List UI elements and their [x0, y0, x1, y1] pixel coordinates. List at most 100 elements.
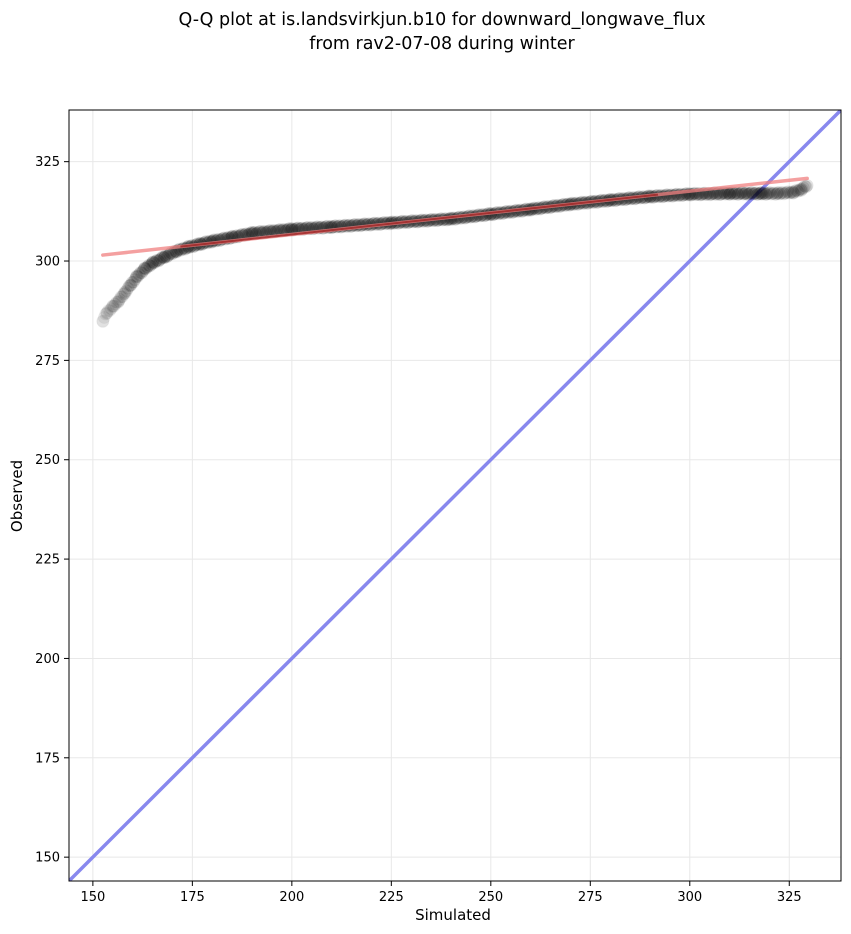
- data-point-500: [755, 186, 768, 199]
- data-point-531: [794, 182, 808, 196]
- data-point-41: [142, 258, 156, 272]
- data-point-20: [118, 285, 132, 299]
- data-point-56: [160, 250, 174, 264]
- data-point-529: [791, 184, 805, 198]
- x-tick-label-1: 175: [180, 890, 205, 905]
- x-tick-label-4: 250: [478, 890, 503, 905]
- x-tick-label-0: 150: [80, 890, 105, 905]
- identity-line-group: [69, 110, 841, 881]
- data-point-533: [795, 182, 809, 196]
- x-axis-label: Simulated: [415, 906, 491, 924]
- fit-line-overlap: [180, 193, 659, 248]
- x-tick-label-6: 300: [677, 890, 702, 905]
- data-point-34: [134, 266, 147, 279]
- data-point-509: [766, 187, 780, 200]
- data-point-495: [748, 187, 762, 200]
- y-tick-label-0: 150: [35, 851, 60, 866]
- y-tick-label-7: 325: [35, 155, 60, 170]
- x-axis-ticks: 150 175 200 225 250 275 300 325: [80, 881, 802, 905]
- data-point-517: [776, 186, 789, 199]
- data-point-32: [131, 270, 145, 283]
- data-point-515: [773, 187, 787, 201]
- y-tick-label-2: 200: [35, 652, 60, 667]
- data-point-12: [108, 297, 122, 311]
- data-point-7: [103, 304, 116, 317]
- grid-lines: [69, 110, 841, 881]
- data-point-16: [113, 292, 126, 306]
- x-tick-label-3: 225: [379, 890, 404, 905]
- data-points: [96, 179, 814, 328]
- data-point-24: [122, 279, 136, 293]
- data-point-17: [114, 290, 128, 304]
- data-point-37: [138, 262, 152, 276]
- data-point-1: [96, 314, 109, 327]
- data-point-493: [745, 186, 759, 199]
- data-point-47: [149, 255, 163, 268]
- data-point-483: [731, 188, 745, 201]
- data-point-508: [764, 187, 778, 201]
- x-tick-label-2: 200: [279, 890, 304, 905]
- data-point-510: [767, 186, 781, 200]
- data-point-31: [130, 269, 144, 283]
- data-point-44: [146, 256, 159, 270]
- fit-line-group: [101, 176, 809, 257]
- data-point-39: [139, 262, 153, 275]
- data-point-0: [96, 315, 109, 328]
- data-point-520: [780, 186, 794, 199]
- data-point-2: [98, 311, 111, 324]
- plot-frame: [68, 109, 842, 882]
- data-point-14: [111, 295, 125, 309]
- data-point-521: [781, 185, 795, 199]
- data-point-522: [783, 186, 796, 200]
- data-point-532: [794, 184, 808, 197]
- data-point-528: [790, 183, 803, 197]
- data-point-6: [102, 304, 115, 317]
- data-point-28: [127, 275, 140, 289]
- data-point-33: [132, 268, 146, 281]
- data-point-536: [799, 180, 813, 194]
- data-point-35: [135, 266, 149, 280]
- data-point-46: [147, 256, 161, 270]
- data-point-523: [784, 186, 798, 199]
- data-point-488: [738, 187, 752, 200]
- x-tick-label-7: 325: [777, 890, 802, 905]
- data-point-48: [150, 253, 164, 267]
- data-point-45: [146, 255, 160, 269]
- data-point-491: [742, 187, 756, 201]
- data-point-499: [753, 186, 767, 200]
- data-point-504: [759, 188, 773, 201]
- data-point-489: [739, 186, 753, 200]
- data-point-5: [101, 306, 114, 319]
- x-tick-label-5: 275: [578, 890, 603, 905]
- data-point-8: [105, 302, 118, 315]
- data-point-18: [115, 290, 129, 304]
- data-point-19: [117, 287, 131, 301]
- data-point-507: [763, 186, 777, 199]
- data-point-524: [785, 185, 799, 199]
- data-point-49: [152, 254, 165, 268]
- data-point-21: [118, 286, 132, 300]
- data-point-9: [106, 300, 119, 313]
- data-point-492: [744, 186, 757, 200]
- data-point-502: [756, 187, 770, 200]
- identity-line: [69, 110, 841, 881]
- y-tick-label-3: 225: [35, 553, 60, 568]
- y-axis-ticks: 150 175 200 225 250 275 300 325: [35, 155, 69, 866]
- data-point-498: [752, 187, 766, 201]
- data-point-490: [741, 188, 755, 201]
- data-point-516: [774, 186, 788, 200]
- data-point-52: [156, 250, 170, 264]
- data-point-15: [112, 294, 126, 308]
- data-point-511: [769, 188, 782, 201]
- data-point-512: [770, 187, 784, 201]
- data-point-10: [106, 299, 119, 312]
- data-point-43: [145, 257, 158, 271]
- data-point-42: [143, 259, 157, 273]
- data-point-13: [110, 295, 124, 309]
- data-point-518: [777, 187, 791, 201]
- chart-title-line-1: Q-Q plot at is.landsvirkjun.b10 for down…: [178, 10, 705, 30]
- data-point-26: [124, 278, 138, 292]
- data-point-534: [796, 181, 810, 195]
- data-point-25: [124, 279, 138, 292]
